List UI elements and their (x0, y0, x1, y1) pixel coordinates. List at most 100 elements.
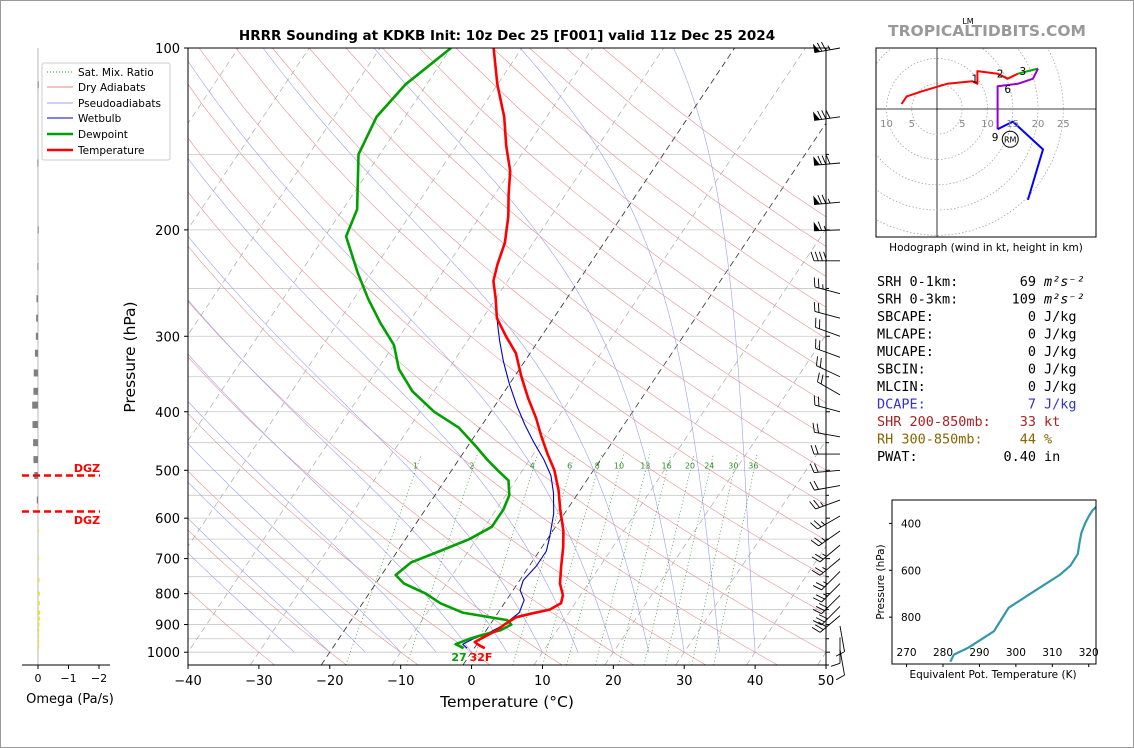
hodograph-frame (875, 47, 1097, 238)
dgz-top-label: DGZ (74, 462, 100, 475)
pseudoadiabat-line (188, 518, 331, 653)
pseudoadiabat-line (188, 443, 401, 653)
dry-adiabat-line (382, 48, 826, 404)
theta-e-y-tick-label: 400 (901, 518, 921, 530)
barb-staff (821, 606, 841, 626)
wind-barb (810, 444, 840, 455)
x-tick-label: 10 (534, 674, 551, 689)
omega-bar (36, 295, 38, 303)
hodograph-trace (900, 67, 1044, 201)
barb-feather (812, 620, 822, 626)
y-axis-label: Pressure (hPa) (121, 301, 139, 412)
omega-bar (38, 556, 39, 561)
hodograph-height-label: 9 (992, 132, 999, 144)
legend: Sat. Mix. Ratio Dry Adiabats Pseudoadiab… (41, 62, 171, 161)
theta-e-x-tick-label: 310 (1042, 647, 1062, 659)
dry-adiabat-line (235, 48, 826, 541)
theta-e-ylabel: Pressure (hPa) (875, 544, 887, 619)
wind-barb (815, 356, 841, 378)
barb-feather (811, 569, 821, 576)
barb-feather (815, 617, 825, 623)
stat-unit: J/kg (1044, 397, 1077, 413)
y-tick-label: 800 (155, 588, 180, 603)
theta-e-x-tick-label: 270 (897, 647, 917, 659)
barb-feather (830, 662, 841, 667)
theta-e-x-tick-label: 280 (933, 647, 953, 659)
omega-bar (35, 332, 38, 340)
stat-row: SRH 0-3km: 109 m²s⁻² (877, 292, 1085, 308)
barb-staff (815, 499, 841, 510)
wind-barb (811, 615, 841, 633)
stat-label: MLCIN: (877, 379, 926, 395)
stat-row: PWAT: 0.40 in (877, 449, 1060, 465)
barb-flag (813, 221, 820, 231)
barb-feather (818, 621, 827, 628)
hodograph-ring-label: 25 (1057, 119, 1070, 130)
wind-barb (817, 372, 841, 396)
barb-flag (813, 195, 820, 205)
sounding-indices: SRH 0-1km: 69 m²s⁻² SRH 0-3km: 109 m²s⁻²SBCAP… (877, 274, 1085, 465)
barb-feather (809, 463, 815, 473)
wind-barb (813, 154, 841, 166)
mixing-ratio-line (594, 453, 651, 665)
pseudoadiabat-line (673, 48, 756, 653)
stat-row: SBCAPE: 0 J/kg (877, 309, 1077, 325)
theta-e-line (949, 506, 1096, 663)
stat-row: SRH 0-1km: 69 m²s⁻² (877, 274, 1085, 290)
pseudoadiabat-line (188, 299, 508, 653)
stat-value: 0 (1028, 362, 1036, 378)
barb-feather (810, 251, 815, 261)
hodograph-segment (996, 68, 1039, 130)
theta-e-y-tick-label: 600 (901, 565, 921, 577)
omega-bar (34, 349, 38, 357)
hodograph-ring-label: 5 (909, 119, 915, 130)
omega-label: Omega (Pa/s) (26, 692, 114, 707)
x-tick-label: 40 (747, 674, 764, 689)
barb-staff (819, 544, 841, 563)
wind-barb (810, 530, 841, 547)
barb-feather (812, 422, 815, 433)
stat-label: SRH 0-1km: (877, 274, 958, 290)
barb-feather (818, 251, 823, 261)
barb-feather (813, 480, 819, 490)
skewt-background-lines (188, 48, 826, 665)
brand-logo: TROPICALTIDBITS.COM (888, 22, 1086, 40)
y-tick-label: 600 (155, 512, 180, 527)
dry-adiabat-line (272, 48, 826, 505)
barb-staff (839, 649, 845, 676)
omega-bar (37, 159, 39, 167)
pseudoadiabat-line (188, 235, 543, 653)
hodograph-ring-label: 20 (1032, 119, 1045, 130)
barb-feather (817, 194, 823, 205)
stat-unit: in (1044, 449, 1060, 465)
mixing-ratio-label: 13 (640, 461, 650, 470)
barb-feather (818, 603, 828, 609)
barb-feather (814, 444, 819, 455)
wind-barb (812, 583, 841, 603)
hodograph-height-label: 2 (997, 69, 1004, 81)
barb-feather (813, 301, 816, 312)
skewt-plot-frame (187, 47, 827, 666)
isotherm-line (188, 48, 594, 653)
barb-half-feather (827, 198, 831, 204)
stat-label: SBCAPE: (877, 309, 934, 325)
dewpoint-line (344, 48, 513, 650)
wetbulb-line (462, 48, 555, 649)
barb-feather (821, 41, 827, 51)
skewt-profile-lines (344, 48, 565, 650)
stat-row: RH 300-850mb: 44% (877, 432, 1052, 448)
x-tick-label: 50 (818, 674, 835, 689)
surface-dewpoint-label: 27 (451, 651, 466, 664)
omega-bar (38, 639, 39, 644)
barb-feather (810, 444, 815, 455)
barb-feather (825, 109, 831, 119)
wind-barb (830, 637, 841, 667)
y-tick-label: 500 (155, 464, 180, 479)
wind-barb (812, 606, 841, 626)
stat-row: SBCIN: 0 J/kg (877, 362, 1077, 378)
barb-feather (811, 627, 821, 633)
y-tick-label: 200 (155, 224, 180, 239)
x-tick-label: 0 (467, 674, 475, 689)
hodograph-ring (876, 48, 1039, 211)
barb-feather (811, 556, 821, 563)
